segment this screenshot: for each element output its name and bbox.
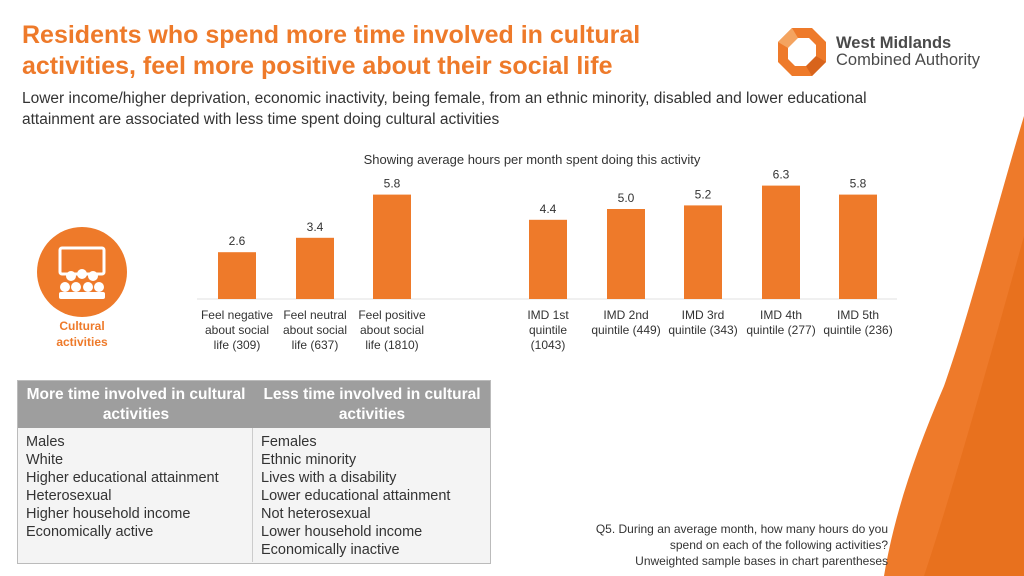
category-label: IMD 2nd quintile (449) bbox=[591, 308, 660, 337]
logo-line1: West Midlands bbox=[836, 34, 952, 52]
category-label-line: quintile (236) bbox=[823, 323, 892, 337]
category-label-line: life (309) bbox=[214, 338, 261, 352]
category-label: Feel negative about social life (309) bbox=[201, 308, 273, 352]
category-label-line: quintile (277) bbox=[746, 323, 815, 337]
footnote-line: Unweighted sample bases in chart parenth… bbox=[635, 554, 888, 568]
comparison-table: More time involved in cultural activitie… bbox=[17, 380, 491, 564]
data-label: 3.4 bbox=[307, 220, 324, 234]
wmca-logo-mark bbox=[778, 28, 826, 76]
category-label-line: IMD 1st bbox=[527, 308, 569, 322]
chart-title: Showing average hours per month spent do… bbox=[364, 152, 701, 167]
category-label: IMD 3rd quintile (343) bbox=[668, 308, 737, 337]
category-label-line: (1043) bbox=[531, 338, 566, 352]
logo-line2: Combined Authority bbox=[836, 51, 980, 69]
category-label-line: life (637) bbox=[292, 338, 339, 352]
table-header-less: Less time involved in cultural activitie… bbox=[263, 385, 481, 423]
category-label-line: life (1810) bbox=[365, 338, 418, 352]
data-label: 4.4 bbox=[540, 202, 557, 216]
category-label-line: IMD 5th bbox=[837, 308, 879, 322]
more-time-column: Males White Higher educational attainmen… bbox=[18, 428, 253, 562]
bar bbox=[839, 194, 877, 299]
category-label: IMD 1st quintile (1043) bbox=[527, 308, 569, 352]
list-item: Heterosexual bbox=[26, 488, 112, 504]
bar bbox=[607, 209, 645, 299]
category-label-line: Feel positive bbox=[358, 308, 426, 322]
category-label: Feel neutral about social life (637) bbox=[283, 308, 347, 352]
category-label-line: about social bbox=[283, 323, 347, 337]
table-header-more: More time involved in cultural activitie… bbox=[26, 385, 246, 423]
less-time-column: Females Ethnic minority Lives with a dis… bbox=[253, 428, 488, 562]
category-label-line: quintile (449) bbox=[591, 323, 660, 337]
data-label: 5.2 bbox=[695, 187, 712, 201]
category-label-line: IMD 2nd bbox=[603, 308, 648, 322]
category-label: Feel positive about social life (1810) bbox=[358, 308, 426, 352]
category-label-line: about social bbox=[205, 323, 269, 337]
data-label: 6.3 bbox=[773, 168, 790, 182]
theatre-icon bbox=[37, 227, 127, 317]
bar bbox=[373, 194, 411, 299]
category-label-line: about social bbox=[360, 323, 424, 337]
bar bbox=[762, 185, 800, 299]
category-label-line: quintile bbox=[529, 323, 567, 337]
list-item: Males bbox=[26, 434, 65, 450]
footnote: Q5. During an average month, how many ho… bbox=[528, 521, 888, 569]
category-label-line: IMD 3rd bbox=[682, 308, 725, 322]
data-label: 5.0 bbox=[618, 191, 635, 205]
page-subtitle: Lower income/higher deprivation, economi… bbox=[22, 90, 867, 128]
list-item: Lower educational attainment bbox=[261, 488, 451, 504]
category-label: IMD 4th quintile (277) bbox=[746, 308, 815, 337]
data-label: 5.8 bbox=[384, 177, 401, 191]
list-item: Higher educational attainment bbox=[26, 470, 219, 486]
corner-decoration bbox=[884, 116, 1024, 576]
list-item: Not heterosexual bbox=[261, 506, 371, 522]
bar bbox=[296, 237, 334, 299]
wmca-logo: West Midlands Combined Authority bbox=[776, 26, 1006, 78]
list-item: Lives with a disability bbox=[261, 470, 397, 486]
category-label-line: IMD 4th bbox=[760, 308, 802, 322]
category-label: IMD 5th quintile (236) bbox=[823, 308, 892, 337]
bar bbox=[218, 252, 256, 299]
list-item: Economically active bbox=[26, 524, 154, 540]
hours-bar-chart: Showing average hours per month spent do… bbox=[197, 152, 897, 352]
page-title: Residents who spend more time involved i… bbox=[22, 21, 641, 80]
data-label: 5.8 bbox=[850, 177, 867, 191]
list-item: Higher household income bbox=[26, 506, 191, 522]
bar bbox=[684, 205, 722, 299]
list-item: Females bbox=[261, 434, 317, 450]
footnote-line: Q5. During an average month, how many ho… bbox=[595, 522, 888, 536]
bar bbox=[529, 219, 567, 299]
category-label-line: Feel neutral bbox=[283, 308, 346, 322]
list-item: White bbox=[26, 452, 64, 468]
category-label-line: quintile (343) bbox=[668, 323, 737, 337]
list-item: Ethnic minority bbox=[261, 452, 357, 468]
data-label: 2.6 bbox=[229, 234, 246, 248]
category-label-line: Feel negative bbox=[201, 308, 273, 322]
icon-label: Cultural activities bbox=[56, 319, 108, 349]
list-item: Economically inactive bbox=[261, 542, 400, 558]
footnote-line: spend on each of the following activitie… bbox=[669, 538, 888, 552]
list-item: Lower household income bbox=[261, 524, 423, 540]
